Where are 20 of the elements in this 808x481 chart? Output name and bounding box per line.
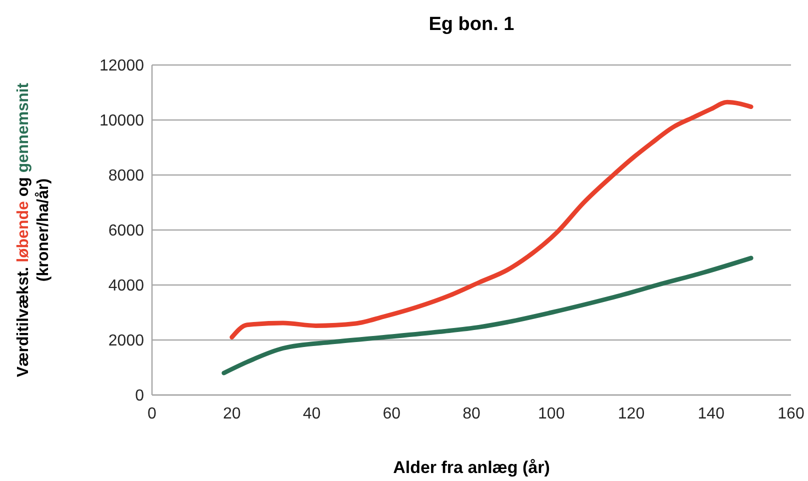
line-series [230, 100, 754, 340]
line-series [222, 256, 754, 376]
x-tick-label: 0 [148, 405, 157, 422]
y-tick-label: 2000 [108, 332, 144, 350]
x-tick-label: 40 [302, 405, 321, 422]
y-tick-label: 8000 [108, 168, 144, 185]
x-tick-label: 120 [618, 405, 645, 422]
x-tick-label: 60 [382, 405, 401, 422]
y-tick-label: 6000 [108, 222, 144, 240]
y-tick-label: 12000 [100, 58, 144, 75]
x-tick-label: 100 [538, 405, 565, 422]
x-axis-title: Alder fra anlæg (år) [393, 458, 550, 477]
y-tick-label: 0 [135, 388, 144, 405]
x-tick-label: 20 [222, 405, 241, 422]
x-tick-label: 140 [698, 405, 725, 422]
x-tick-label: 160 [778, 405, 804, 422]
x-tick-label: 80 [462, 405, 480, 422]
chart-title: Eg bon. 1 [428, 14, 516, 36]
y-tick-label: 4000 [108, 278, 144, 295]
y-tick-label: 10000 [100, 112, 144, 130]
